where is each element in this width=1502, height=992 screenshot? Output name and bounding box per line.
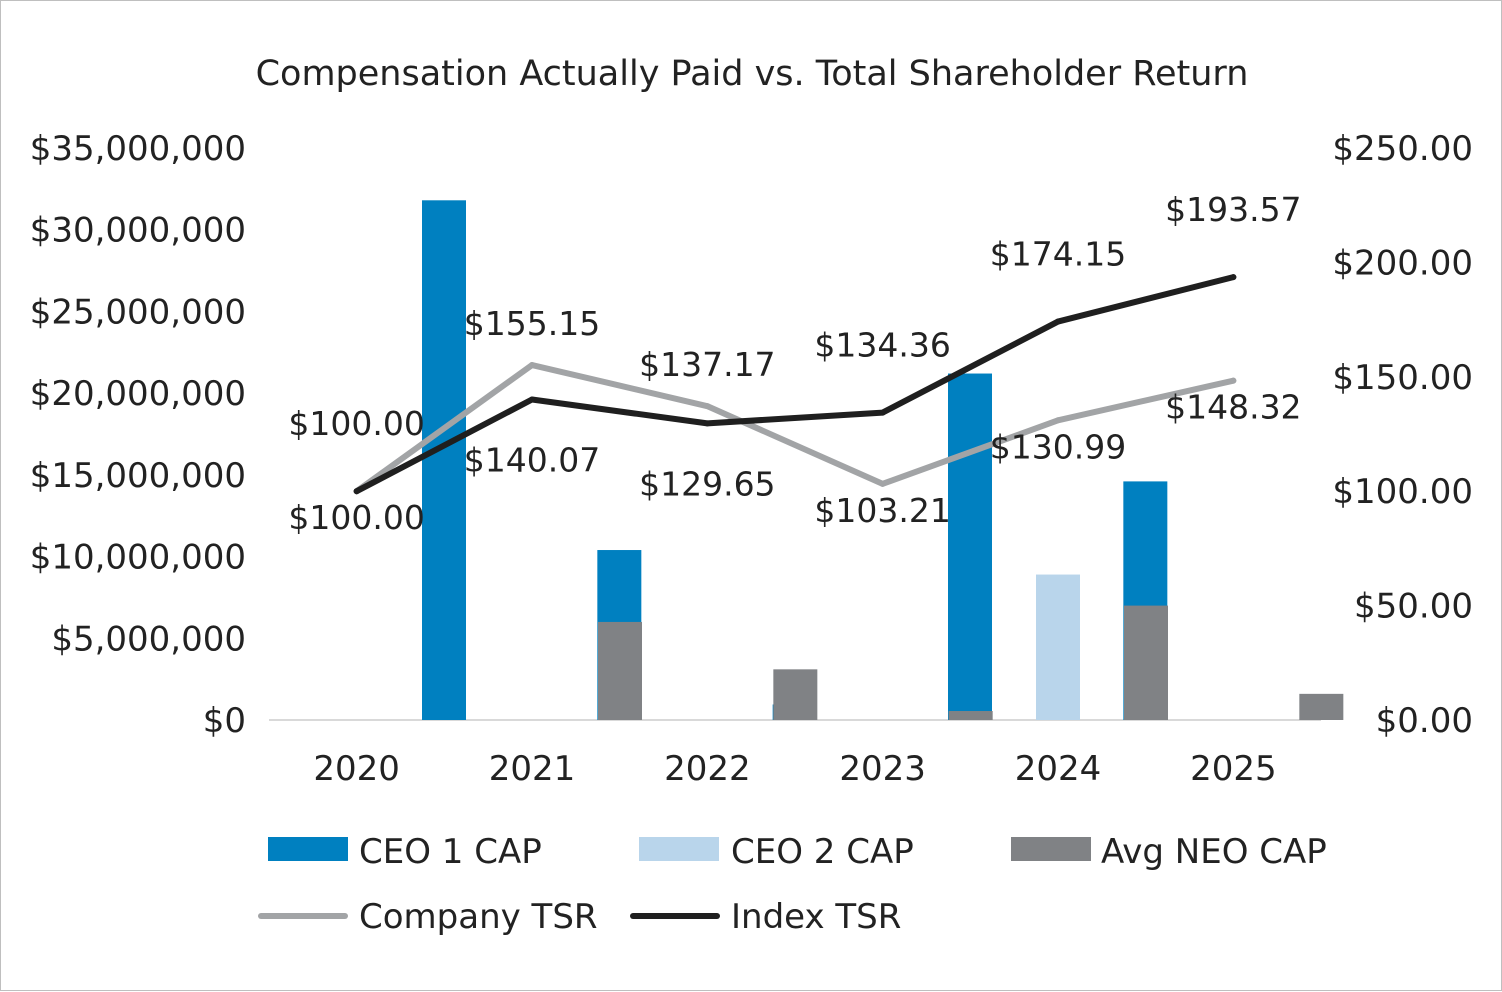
right-tick-label: $0.00 bbox=[1376, 701, 1473, 741]
bar bbox=[948, 373, 992, 720]
line-point bbox=[704, 420, 711, 427]
company-tsr-label: $148.32 bbox=[1165, 388, 1301, 427]
line-point bbox=[704, 403, 711, 410]
line-point bbox=[353, 488, 360, 495]
left-tick-label: $15,000,000 bbox=[30, 456, 246, 496]
left-tick-label: $10,000,000 bbox=[30, 538, 246, 578]
right-tick-label: $50.00 bbox=[1354, 587, 1473, 627]
line-point bbox=[1055, 318, 1061, 325]
left-tick-label: $25,000,000 bbox=[30, 292, 246, 332]
bars bbox=[422, 200, 1344, 721]
index-tsr-label: $193.57 bbox=[1165, 190, 1301, 229]
company-tsr-label: $103.21 bbox=[814, 491, 950, 530]
company-tsr-label: $100.00 bbox=[288, 404, 424, 443]
x-tick-label: 2025 bbox=[1190, 749, 1277, 789]
company-tsr-label: $130.99 bbox=[990, 427, 1126, 466]
line-point bbox=[529, 396, 535, 403]
right-tick-label: $200.00 bbox=[1332, 243, 1473, 283]
index-tsr-label: $174.15 bbox=[990, 235, 1126, 274]
x-tick-label: 2023 bbox=[839, 749, 926, 789]
company-tsr-label: $137.17 bbox=[639, 345, 775, 384]
right-tick-label: $250.00 bbox=[1332, 129, 1473, 169]
legend-swatch bbox=[639, 837, 719, 861]
left-tick-label: $30,000,000 bbox=[30, 211, 246, 251]
bar bbox=[598, 621, 642, 720]
legend-label: CEO 1 CAP bbox=[359, 832, 542, 872]
company-tsr-label: $155.15 bbox=[464, 304, 600, 343]
left-axis: $0 $5,000,000 $10,000,000 $15,000,000 $20,00… bbox=[30, 129, 246, 741]
legend-label: Company TSR bbox=[359, 897, 598, 937]
x-tick-label: 2022 bbox=[664, 749, 751, 789]
right-axis: $0.00 $50.00 $100.00 $150.00 $200.00 $250.00 bbox=[1332, 129, 1473, 741]
chart-title: Compensation Actually Paid vs. Total Sha… bbox=[256, 54, 1249, 94]
legend-label: Avg NEO CAP bbox=[1101, 832, 1327, 872]
left-tick-label: $20,000,000 bbox=[30, 374, 246, 414]
left-tick-label: $35,000,000 bbox=[30, 129, 246, 169]
left-tick-label: $0 bbox=[203, 701, 246, 741]
lines bbox=[353, 274, 1237, 495]
index-tsr-label: $140.07 bbox=[464, 441, 600, 480]
legend-label: CEO 2 CAP bbox=[731, 832, 914, 872]
bar bbox=[1036, 574, 1080, 720]
data-labels: $100.00 $100.00 $155.15 $140.07 $137.17 $129.… bbox=[288, 190, 1301, 537]
legend-swatch bbox=[1011, 837, 1091, 861]
line-point bbox=[879, 480, 886, 487]
line-point bbox=[879, 409, 886, 416]
right-tick-label: $150.00 bbox=[1332, 358, 1473, 398]
bar bbox=[1299, 693, 1344, 720]
x-tick-label: 2024 bbox=[1015, 749, 1102, 789]
legend: CEO 1 CAP CEO 2 CAP Avg NEO CAP Company TSR… bbox=[258, 832, 1327, 937]
right-tick-label: $100.00 bbox=[1332, 472, 1473, 512]
x-tick-label: 2021 bbox=[489, 749, 576, 789]
index-tsr-label: $134.36 bbox=[814, 326, 950, 365]
series-line bbox=[353, 362, 1237, 495]
bar bbox=[948, 711, 993, 720]
line-point bbox=[529, 362, 535, 369]
bar bbox=[422, 200, 466, 721]
bar bbox=[1124, 605, 1168, 720]
x-axis: 2020 2021 2022 2023 2024 2025 bbox=[313, 749, 1276, 789]
left-tick-label: $5,000,000 bbox=[51, 619, 246, 659]
line-point bbox=[1230, 377, 1237, 384]
bar bbox=[773, 669, 818, 720]
line-point bbox=[1055, 417, 1061, 424]
line-point bbox=[1230, 274, 1237, 281]
series-line bbox=[353, 274, 1237, 495]
index-tsr-label: $129.65 bbox=[639, 464, 775, 503]
x-tick-label: 2020 bbox=[313, 749, 400, 789]
index-tsr-label: $100.00 bbox=[288, 498, 424, 537]
legend-label: Index TSR bbox=[731, 897, 901, 937]
legend-swatch bbox=[268, 837, 348, 861]
